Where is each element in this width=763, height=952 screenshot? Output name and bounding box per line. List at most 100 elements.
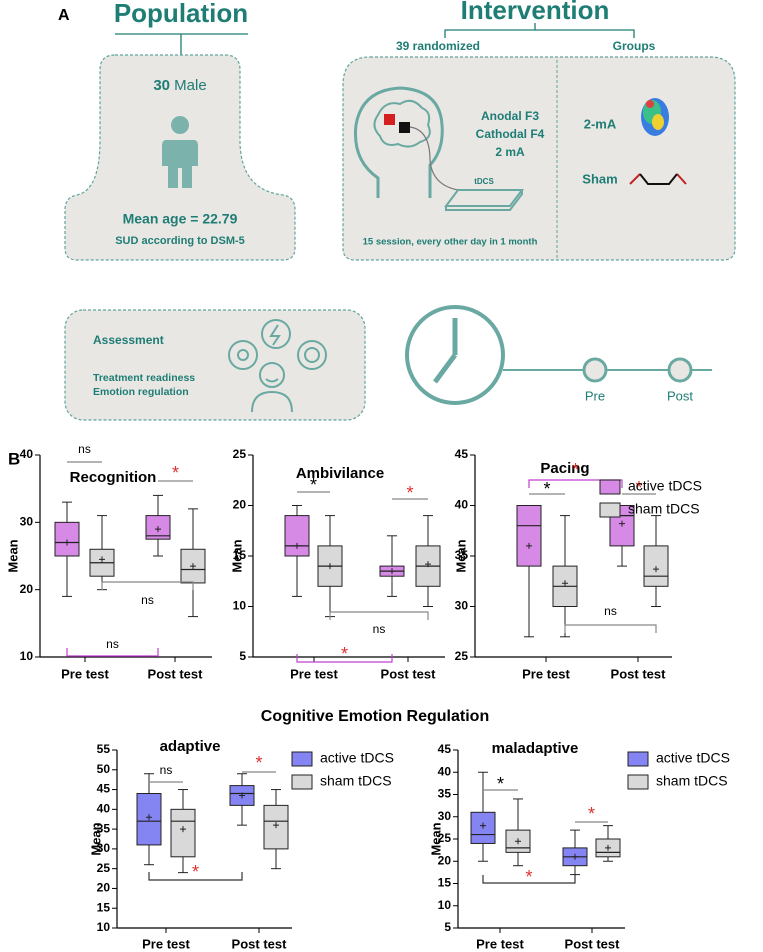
mean-marker bbox=[605, 844, 611, 851]
chart-title: Ambivilance bbox=[296, 465, 384, 482]
intervention-title: Intervention bbox=[461, 0, 610, 25]
sham-ramp bbox=[629, 173, 687, 185]
panel-label: A bbox=[58, 7, 70, 24]
box bbox=[136, 793, 162, 846]
x-tick-label: Post test bbox=[148, 666, 204, 681]
population-title: Population bbox=[114, 0, 248, 28]
significance-label: * bbox=[543, 479, 550, 499]
significance-label: ns bbox=[141, 593, 154, 607]
box bbox=[643, 545, 669, 587]
anode: Anodal F3 bbox=[481, 109, 539, 123]
y-tick-label: 30 bbox=[455, 599, 469, 613]
significance-label: ns bbox=[373, 622, 386, 636]
significance-label: * bbox=[525, 867, 532, 887]
significance-bracket bbox=[101, 581, 194, 590]
box bbox=[516, 505, 542, 567]
significance-label: ns bbox=[78, 442, 91, 456]
y-tick-label: 35 bbox=[97, 821, 111, 835]
y-tick-label: 15 bbox=[438, 876, 452, 890]
mean-marker bbox=[526, 542, 532, 549]
section-title: Cognitive Emotion Regulation bbox=[261, 708, 489, 725]
group-sham: Sham bbox=[582, 171, 617, 186]
chart-title: maladaptive bbox=[492, 740, 579, 757]
significance-label: * bbox=[310, 475, 317, 495]
mean-marker bbox=[239, 792, 245, 799]
mean-marker bbox=[389, 568, 395, 575]
x-tick-label: Pre test bbox=[522, 666, 570, 681]
assessment-icon bbox=[228, 319, 327, 413]
significance-label: * bbox=[497, 774, 504, 794]
significance-label: ns bbox=[160, 763, 173, 777]
randomized: 39 randomized bbox=[396, 39, 480, 53]
legend-swatch bbox=[599, 502, 621, 518]
significance-label: * bbox=[635, 478, 642, 498]
device-icon bbox=[444, 189, 524, 211]
y-axis-label: Mean bbox=[5, 539, 20, 572]
x-tick-label: Post test bbox=[232, 936, 288, 951]
panel-a: A Population 30 Male Mean age = 22.79 SU… bbox=[58, 0, 736, 421]
y-tick-label: 45 bbox=[97, 782, 111, 796]
y-tick-label: 40 bbox=[455, 498, 469, 512]
legend-swatch bbox=[627, 751, 649, 767]
timepoint bbox=[582, 357, 608, 383]
mean-marker bbox=[146, 814, 152, 821]
timepoint-label: Post bbox=[667, 388, 693, 403]
y-tick-label: 45 bbox=[455, 447, 469, 461]
connector bbox=[444, 23, 635, 38]
significance-bracket bbox=[482, 875, 576, 884]
brain-icon bbox=[641, 98, 669, 136]
sham-wave bbox=[639, 173, 678, 185]
mean-marker bbox=[180, 826, 186, 833]
legend-swatch bbox=[291, 751, 313, 767]
mean-marker bbox=[425, 561, 431, 568]
assessment-title: Assessment bbox=[93, 333, 164, 347]
y-tick-label: 40 bbox=[438, 764, 452, 778]
y-tick-label: 35 bbox=[438, 787, 452, 801]
chart-title: adaptive bbox=[160, 738, 221, 755]
legend-swatch bbox=[599, 479, 621, 495]
population-count: 30 Male bbox=[153, 77, 206, 94]
mean-marker bbox=[515, 838, 521, 845]
y-axis-label: Mean bbox=[88, 822, 103, 855]
y-tick-label: 30 bbox=[20, 515, 34, 529]
x-tick-label: Pre test bbox=[476, 936, 524, 951]
significance-label: * bbox=[588, 804, 595, 824]
head-icon bbox=[353, 86, 459, 198]
y-tick-label: 10 bbox=[233, 599, 247, 613]
legend-label: sham tDCS bbox=[628, 501, 700, 517]
timepoint bbox=[667, 357, 693, 383]
chart-title: Pacing bbox=[540, 460, 589, 477]
legend-label: sham tDCS bbox=[656, 773, 728, 789]
significance-label: * bbox=[572, 460, 579, 480]
mean-marker bbox=[99, 556, 105, 563]
current: 2 mA bbox=[495, 145, 525, 159]
y-tick-label: 10 bbox=[97, 920, 111, 934]
significance-label: ns bbox=[106, 637, 119, 651]
y-axis-label: Mean bbox=[428, 822, 443, 855]
y-tick-label: 40 bbox=[97, 802, 111, 816]
y-tick-label: 25 bbox=[233, 447, 247, 461]
y-tick-label: 50 bbox=[97, 762, 111, 776]
cathode: Cathodal F4 bbox=[476, 127, 545, 141]
y-tick-label: 25 bbox=[438, 831, 452, 845]
y-tick-label: 20 bbox=[20, 582, 34, 596]
legend-label: active tDCS bbox=[656, 750, 730, 766]
mean-marker bbox=[653, 566, 659, 573]
y-tick-label: 35 bbox=[455, 548, 469, 562]
person-icon bbox=[162, 116, 198, 188]
significance-bracket bbox=[66, 648, 159, 657]
mean-marker bbox=[480, 822, 486, 829]
schedule: 15 session, every other day in 1 month bbox=[363, 237, 538, 248]
y-tick-label: 45 bbox=[438, 742, 452, 756]
device-label: tDCS bbox=[474, 177, 494, 186]
y-tick-label: 20 bbox=[438, 853, 452, 867]
y-axis-label: Mean bbox=[453, 539, 468, 572]
mean-age: Mean age = 22.79 bbox=[123, 211, 238, 227]
legend-swatch bbox=[291, 774, 313, 790]
legend-swatch bbox=[627, 774, 649, 790]
y-tick-label: 5 bbox=[444, 920, 451, 934]
mean-marker bbox=[155, 526, 161, 533]
significance-label: ns bbox=[604, 604, 617, 618]
clock-icon bbox=[405, 305, 505, 405]
